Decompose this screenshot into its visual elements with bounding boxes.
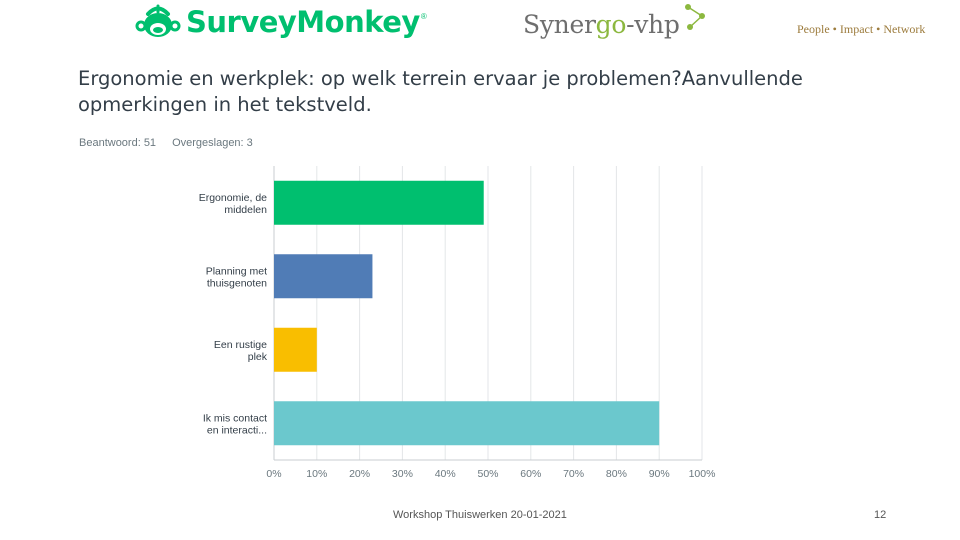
category-label: en interacti... (207, 424, 267, 436)
bar (274, 327, 317, 372)
category-label: Een rustige (214, 339, 267, 351)
x-tick-label: 40% (435, 468, 456, 480)
surveymonkey-wordmark: SurveyMonkey (186, 5, 420, 39)
synergo-vhp-logo: Synergo-vhp (523, 4, 708, 42)
bar (274, 401, 660, 446)
surveymonkey-logo: SurveyMonkey ® (134, 2, 427, 42)
synergo-wordmark-accent: go (595, 9, 627, 39)
category-label: Planning met (206, 265, 267, 277)
category-label: thuisgenoten (207, 277, 267, 289)
question-title: Ergonomie en werkplek: op welk terrein e… (78, 67, 803, 116)
chart-x-tick-labels: 0% 10% 20% 30% 40% 50% 60% 70% 80% 90% 100% (266, 468, 715, 480)
x-tick-label: 50% (477, 468, 498, 480)
synergo-wordmark: Synergo-vhp (523, 10, 680, 39)
bar (274, 254, 373, 299)
page-number: 12 (874, 509, 887, 521)
bar (274, 180, 484, 225)
footer-text: Workshop Thuiswerken 20-01-2021 (393, 509, 567, 521)
x-tick-label: 90% (649, 468, 670, 480)
category-label: middelen (224, 204, 267, 216)
category-label: Ik mis contact (203, 412, 267, 424)
x-tick-label: 10% (306, 468, 327, 480)
synergo-wordmark-part1: Syner (523, 9, 596, 39)
chart-bars (274, 180, 660, 446)
surveymonkey-monkey-icon (135, 4, 181, 37)
synergo-network-icon (684, 4, 705, 30)
x-tick-label: 20% (349, 468, 370, 480)
x-tick-label: 70% (563, 468, 584, 480)
x-tick-label: 30% (392, 468, 413, 480)
response-stats: Beantwoord: 51 Overgeslagen: 3 (79, 137, 253, 149)
tagline: People • Impact • Network (797, 22, 926, 36)
registered-mark: ® (420, 12, 427, 21)
x-tick-label: 60% (520, 468, 541, 480)
x-tick-label: 80% (606, 468, 627, 480)
answered-count: Beantwoord: 51 (79, 137, 157, 149)
x-tick-label: 0% (266, 468, 281, 480)
x-tick-label: 100% (689, 468, 716, 480)
synergo-wordmark-part3: -vhp (626, 9, 680, 39)
skipped-count: Overgeslagen: 3 (172, 137, 253, 149)
category-label: plek (248, 351, 268, 363)
chart-grid (273, 166, 703, 461)
category-label: Ergonomie, de (199, 192, 267, 204)
